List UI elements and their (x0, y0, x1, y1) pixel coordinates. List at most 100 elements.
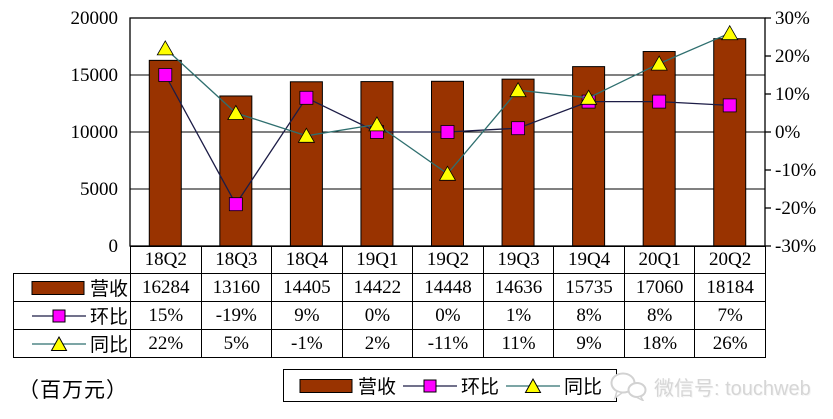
cell-revenue-19Q4: 15735 (553, 273, 625, 302)
cell-yoy-20Q1: 18% (623, 329, 696, 358)
revenue-legend-swatch (299, 378, 353, 393)
marker-qoq-18Q4 (299, 90, 314, 105)
yoy-legend-swatch (505, 377, 560, 393)
cell-qoq-19Q4: 8% (553, 301, 625, 330)
bar-revenue-18Q3 (219, 95, 253, 247)
legend-label-revenue: 营收 (358, 377, 397, 398)
cell-revenue-19Q2: 14448 (412, 273, 484, 302)
col-header-18Q2: 18Q2 (130, 246, 202, 274)
row-key-wrap: 环比 (15, 303, 130, 329)
right-axis-tick-label: 10% (775, 84, 810, 105)
bar-revenue-20Q1 (642, 51, 676, 247)
marker-qoq-19Q3 (511, 121, 525, 136)
cell-qoq-20Q2: 7% (694, 301, 766, 330)
marker-yoy-19Q2 (438, 165, 457, 181)
revenue-legend-swatch (31, 280, 85, 295)
chart-legend: 营收 环比 同比 (283, 369, 617, 402)
table-row-revenue: 营收 16284 13160 14405 14422 14448 14636 15735 170… (13, 273, 766, 302)
row-key-yoy: 同比 (13, 329, 131, 358)
cell-yoy-18Q4: -1% (271, 329, 343, 358)
col-header-19Q1: 19Q1 (341, 246, 414, 274)
legend-item-yoy: 同比 (504, 372, 602, 399)
table-row-qoq: 环比 15% -19% 9% 0% 0% 1% 8% 8% 7% (13, 301, 766, 330)
cell-yoy-20Q2: 26% (694, 329, 766, 358)
right-axis-tick-label: -20% (775, 198, 816, 219)
col-header-20Q2: 20Q2 (694, 246, 766, 274)
left-axis-tick-label: 5000 (80, 179, 118, 200)
cell-qoq-19Q2: 0% (412, 301, 484, 330)
qoq-legend-swatch (31, 309, 86, 322)
col-header-20Q1: 20Q1 (623, 246, 696, 274)
cell-yoy-19Q1: 2% (341, 329, 414, 358)
col-header-19Q4: 19Q4 (553, 246, 625, 274)
cell-yoy-19Q2: -11% (412, 329, 484, 358)
wechat-icon (610, 372, 647, 401)
legend-item-qoq: 环比 (401, 372, 499, 399)
row-key-wrap: 营收 (15, 275, 130, 301)
marker-yoy-18Q3 (227, 104, 245, 120)
marker-yoy-19Q3 (509, 81, 527, 98)
marker-yoy-18Q4 (297, 127, 316, 143)
right-axis-tick-label: -30% (775, 236, 816, 257)
right-axis-tick-label: -10% (775, 160, 816, 181)
unit-label: （百万元） (18, 378, 128, 402)
cell-revenue-18Q2: 16284 (130, 273, 202, 302)
cell-yoy-18Q3: 5% (200, 329, 273, 358)
col-header-19Q2: 19Q2 (412, 246, 484, 274)
cell-qoq-19Q3: 1% (482, 301, 555, 330)
bar-revenue-19Q2 (431, 80, 464, 247)
marker-yoy-19Q1 (368, 116, 386, 132)
right-axis-tick-label: 30% (775, 8, 810, 29)
cell-qoq-20Q1: 8% (623, 301, 696, 330)
bar-revenue-18Q2 (148, 59, 182, 247)
table-corner-blank (14, 247, 131, 274)
chart-data-table: 18Q2 18Q3 18Q4 19Q1 19Q2 19Q3 19Q4 20Q1 20Q2 营收 16… (13, 246, 766, 358)
marker-qoq-18Q3 (228, 197, 243, 212)
qoq-legend-swatch (402, 379, 457, 392)
bar-revenue-18Q4 (289, 81, 323, 247)
series-name-qoq: 环比 (89, 307, 128, 328)
cell-revenue-19Q1: 14422 (341, 273, 414, 302)
marker-yoy-20Q1 (650, 55, 668, 71)
cell-revenue-19Q3: 14636 (482, 273, 555, 302)
marker-yoy-20Q2 (721, 24, 739, 41)
left-axis-tick-label: 15000 (71, 65, 119, 86)
col-header-18Q4: 18Q4 (271, 246, 343, 274)
watermark: 微信号: touchweb (609, 371, 811, 401)
series-name-revenue: 营收 (89, 279, 128, 300)
cell-qoq-18Q2: 15% (130, 301, 202, 330)
bar-revenue-20Q2 (713, 38, 747, 247)
row-key-qoq: 环比 (13, 301, 131, 330)
marker-qoq-19Q2 (440, 125, 455, 139)
table-row-yoy: 同比 22% 5% -1% 2% -11% 11% 9% 18% 26% (13, 329, 766, 358)
legend-item-revenue: 营收 (298, 372, 396, 399)
right-axis-tick-label: 0% (775, 122, 801, 143)
series-name-yoy: 同比 (89, 335, 128, 356)
cell-revenue-18Q4: 14405 (271, 273, 343, 302)
bar-revenue-19Q1 (360, 81, 394, 247)
left-axis-tick-label: 20000 (71, 8, 119, 29)
cell-qoq-18Q3: -19% (200, 301, 273, 330)
cell-revenue-20Q1: 17060 (623, 273, 696, 302)
marker-qoq-20Q2 (722, 98, 737, 113)
col-header-19Q3: 19Q3 (482, 246, 555, 274)
marker-qoq-18Q2 (158, 68, 173, 82)
cell-yoy-19Q3: 11% (482, 329, 555, 358)
marker-yoy-18Q2 (156, 40, 174, 56)
cell-qoq-18Q4: 9% (271, 301, 343, 330)
row-key-revenue: 营收 (13, 273, 131, 302)
legend-label-qoq: 环比 (460, 377, 499, 398)
legend-label-yoy: 同比 (563, 377, 602, 398)
left-axis-tick-label: 0 (109, 236, 119, 257)
cell-qoq-19Q1: 0% (341, 301, 414, 330)
watermark-text: 微信号: touchweb (654, 377, 811, 400)
marker-qoq-20Q1 (652, 94, 667, 109)
yoy-legend-swatch (31, 335, 86, 351)
cell-revenue-18Q3: 13160 (200, 273, 273, 302)
right-axis-tick-label: 20% (775, 46, 810, 67)
marker-yoy-19Q4 (579, 89, 598, 105)
cell-yoy-19Q4: 9% (553, 329, 625, 358)
left-axis-tick-label: 10000 (71, 122, 119, 143)
